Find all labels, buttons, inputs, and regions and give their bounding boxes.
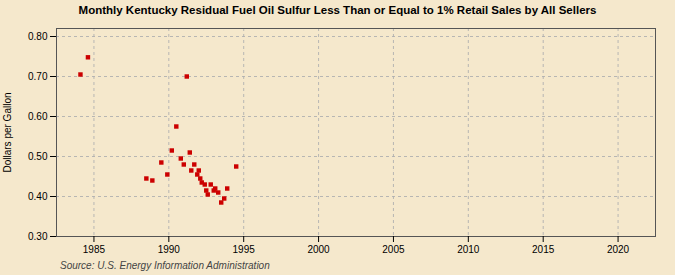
- svg-text:2010: 2010: [457, 244, 480, 255]
- html-text:Monthly Kentucky Residual Fuel: Monthly Kentucky Residual Fuel Oil Sulfu…: [78, 4, 597, 16]
- svg-text:2000: 2000: [307, 244, 330, 255]
- svg-text:0.30: 0.30: [28, 231, 48, 242]
- svg-text:0.80: 0.80: [28, 31, 48, 42]
- svg-text:0.70: 0.70: [28, 71, 48, 82]
- svg-text:0.60: 0.60: [28, 111, 48, 122]
- svg-text:2005: 2005: [382, 244, 405, 255]
- html-text:Source: U.S. Energy Informatio: Source: U.S. Energy Information Administ…: [60, 260, 270, 271]
- svg-text:Dollars per Gallon: Dollars per Gallon: [2, 92, 13, 172]
- svg-text:0.40: 0.40: [28, 191, 48, 202]
- svg-text:2020: 2020: [607, 244, 630, 255]
- svg-text:0.50: 0.50: [28, 151, 48, 162]
- svg-text:1985: 1985: [83, 244, 106, 255]
- svg-text:2015: 2015: [532, 244, 555, 255]
- svg-text:1990: 1990: [158, 244, 181, 255]
- svg-text:1995: 1995: [233, 244, 256, 255]
